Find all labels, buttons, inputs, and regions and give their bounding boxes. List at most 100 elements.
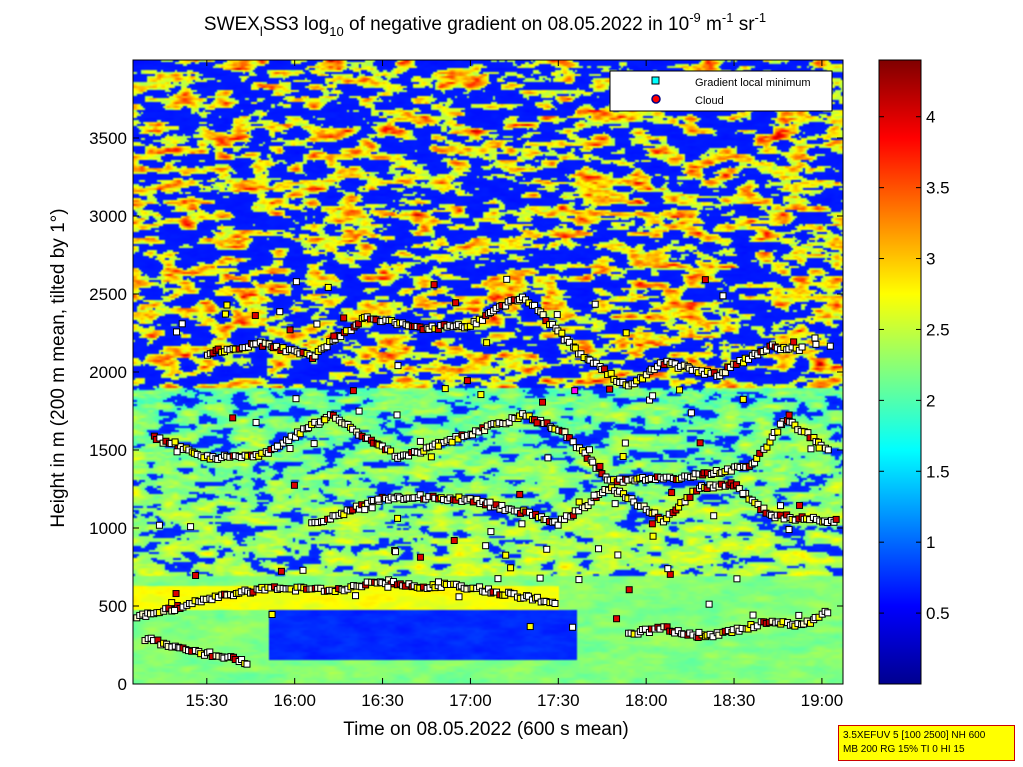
- gradient-marker: [292, 278, 300, 286]
- colorbar-tick-label: 2: [926, 391, 935, 410]
- gradient-marker: [651, 509, 659, 517]
- gradient-marker: [502, 551, 510, 559]
- gradient-marker: [416, 437, 424, 445]
- gradient-marker: [268, 611, 276, 619]
- gradient-marker: [507, 564, 515, 572]
- gradient-marker: [352, 592, 360, 600]
- gradient-marker: [739, 395, 747, 403]
- y-tick-label: 2500: [89, 285, 127, 304]
- gradient-marker: [544, 454, 552, 462]
- gradient-marker: [705, 600, 713, 608]
- legend-label-cloud: Cloud: [695, 95, 724, 107]
- gradient-marker: [349, 387, 357, 395]
- gradient-marker: [649, 392, 657, 400]
- gradient-marker: [832, 515, 840, 523]
- y-tick-label: 1000: [89, 519, 127, 538]
- gradient-marker: [749, 611, 757, 619]
- gradient-marker: [503, 275, 511, 283]
- gradient-marker: [591, 300, 599, 308]
- colorbar-gradient: [878, 59, 922, 685]
- gradient-marker: [686, 493, 694, 501]
- gradient-marker: [173, 448, 181, 456]
- gradient-marker: [387, 447, 395, 455]
- gradient-marker: [561, 428, 569, 436]
- gradient-marker: [155, 521, 163, 529]
- gradient-marker: [324, 283, 332, 291]
- gradient-marker: [625, 586, 633, 594]
- gradient-marker: [374, 495, 382, 503]
- gradient-marker: [539, 311, 547, 319]
- gradient-marker: [807, 445, 815, 453]
- gradient-marker: [600, 365, 608, 373]
- gradient-marker: [664, 565, 672, 573]
- gradient-marker: [774, 428, 782, 436]
- gradient-marker: [355, 407, 363, 415]
- gradient-marker: [368, 504, 376, 512]
- gradient-marker: [441, 385, 449, 393]
- gradient-marker: [569, 623, 577, 631]
- x-tick-label: 17:00: [449, 691, 492, 710]
- gradient-marker: [666, 570, 674, 578]
- gradient-marker: [536, 574, 544, 582]
- gradient-marker: [273, 442, 281, 450]
- gradient-marker: [824, 446, 832, 454]
- gradient-marker: [330, 332, 338, 340]
- gradient-marker: [299, 566, 307, 574]
- gradient-marker: [595, 545, 603, 553]
- gradient-marker: [554, 521, 562, 529]
- gradient-marker: [187, 523, 195, 531]
- gradient-marker: [171, 606, 179, 614]
- gradient-marker: [384, 583, 392, 591]
- gradient-marker: [614, 551, 622, 559]
- gradient-marker: [695, 628, 703, 636]
- legend-label-minimum: Gradient local minimum: [695, 77, 811, 89]
- gradient-marker: [313, 320, 321, 328]
- gradient-marker: [735, 485, 743, 493]
- gradient-marker: [416, 553, 424, 561]
- gradient-marker: [668, 489, 676, 497]
- heatmap-area: [133, 60, 843, 684]
- gradient-marker: [221, 310, 229, 318]
- gradient-marker: [223, 301, 231, 309]
- gradient-marker: [486, 498, 494, 506]
- gradient-marker: [812, 340, 820, 348]
- gradient-marker: [168, 599, 176, 607]
- gradient-marker: [450, 537, 458, 545]
- gradient-marker: [172, 590, 180, 598]
- gradient-marker: [710, 512, 718, 520]
- gradient-marker: [719, 292, 727, 300]
- x-tick-label: 17:30: [537, 691, 580, 710]
- gradient-marker: [434, 578, 442, 586]
- gradient-marker: [790, 338, 798, 346]
- gradient-marker: [776, 420, 784, 428]
- gradient-marker: [530, 301, 538, 309]
- y-tick-label: 2000: [89, 363, 127, 382]
- gradient-marker: [526, 623, 534, 631]
- gradient-marker: [321, 416, 329, 424]
- info-line-1: 3.5XEFUV 5 [100 2500] NH 600: [843, 730, 986, 741]
- gradient-marker: [785, 526, 793, 534]
- gradient-marker: [613, 615, 621, 623]
- gradient-marker: [571, 344, 579, 352]
- gradient-marker: [619, 453, 627, 461]
- colorbar-tick-label: 2.5: [926, 320, 950, 339]
- colorbar-tick-label: 3.5: [926, 179, 950, 198]
- y-tick-label: 3500: [89, 129, 127, 148]
- gradient-marker: [798, 343, 806, 351]
- colorbar-tick-label: 1.5: [926, 462, 950, 481]
- gradient-marker: [543, 545, 551, 553]
- x-axis-label: Time on 08.05.2022 (600 s mean): [343, 719, 629, 740]
- gradient-marker: [565, 338, 573, 346]
- gradient-marker: [558, 329, 566, 337]
- gradient-marker: [524, 592, 532, 600]
- gradient-marker: [696, 439, 704, 447]
- gradient-marker: [575, 498, 583, 506]
- legend-marker-minimum: [651, 76, 660, 85]
- gradient-marker: [630, 498, 638, 506]
- gradient-marker: [229, 414, 237, 422]
- y-tick-label: 500: [99, 597, 127, 616]
- gradient-marker: [701, 276, 709, 284]
- gradient-marker: [518, 520, 526, 528]
- gradient-marker: [607, 369, 615, 377]
